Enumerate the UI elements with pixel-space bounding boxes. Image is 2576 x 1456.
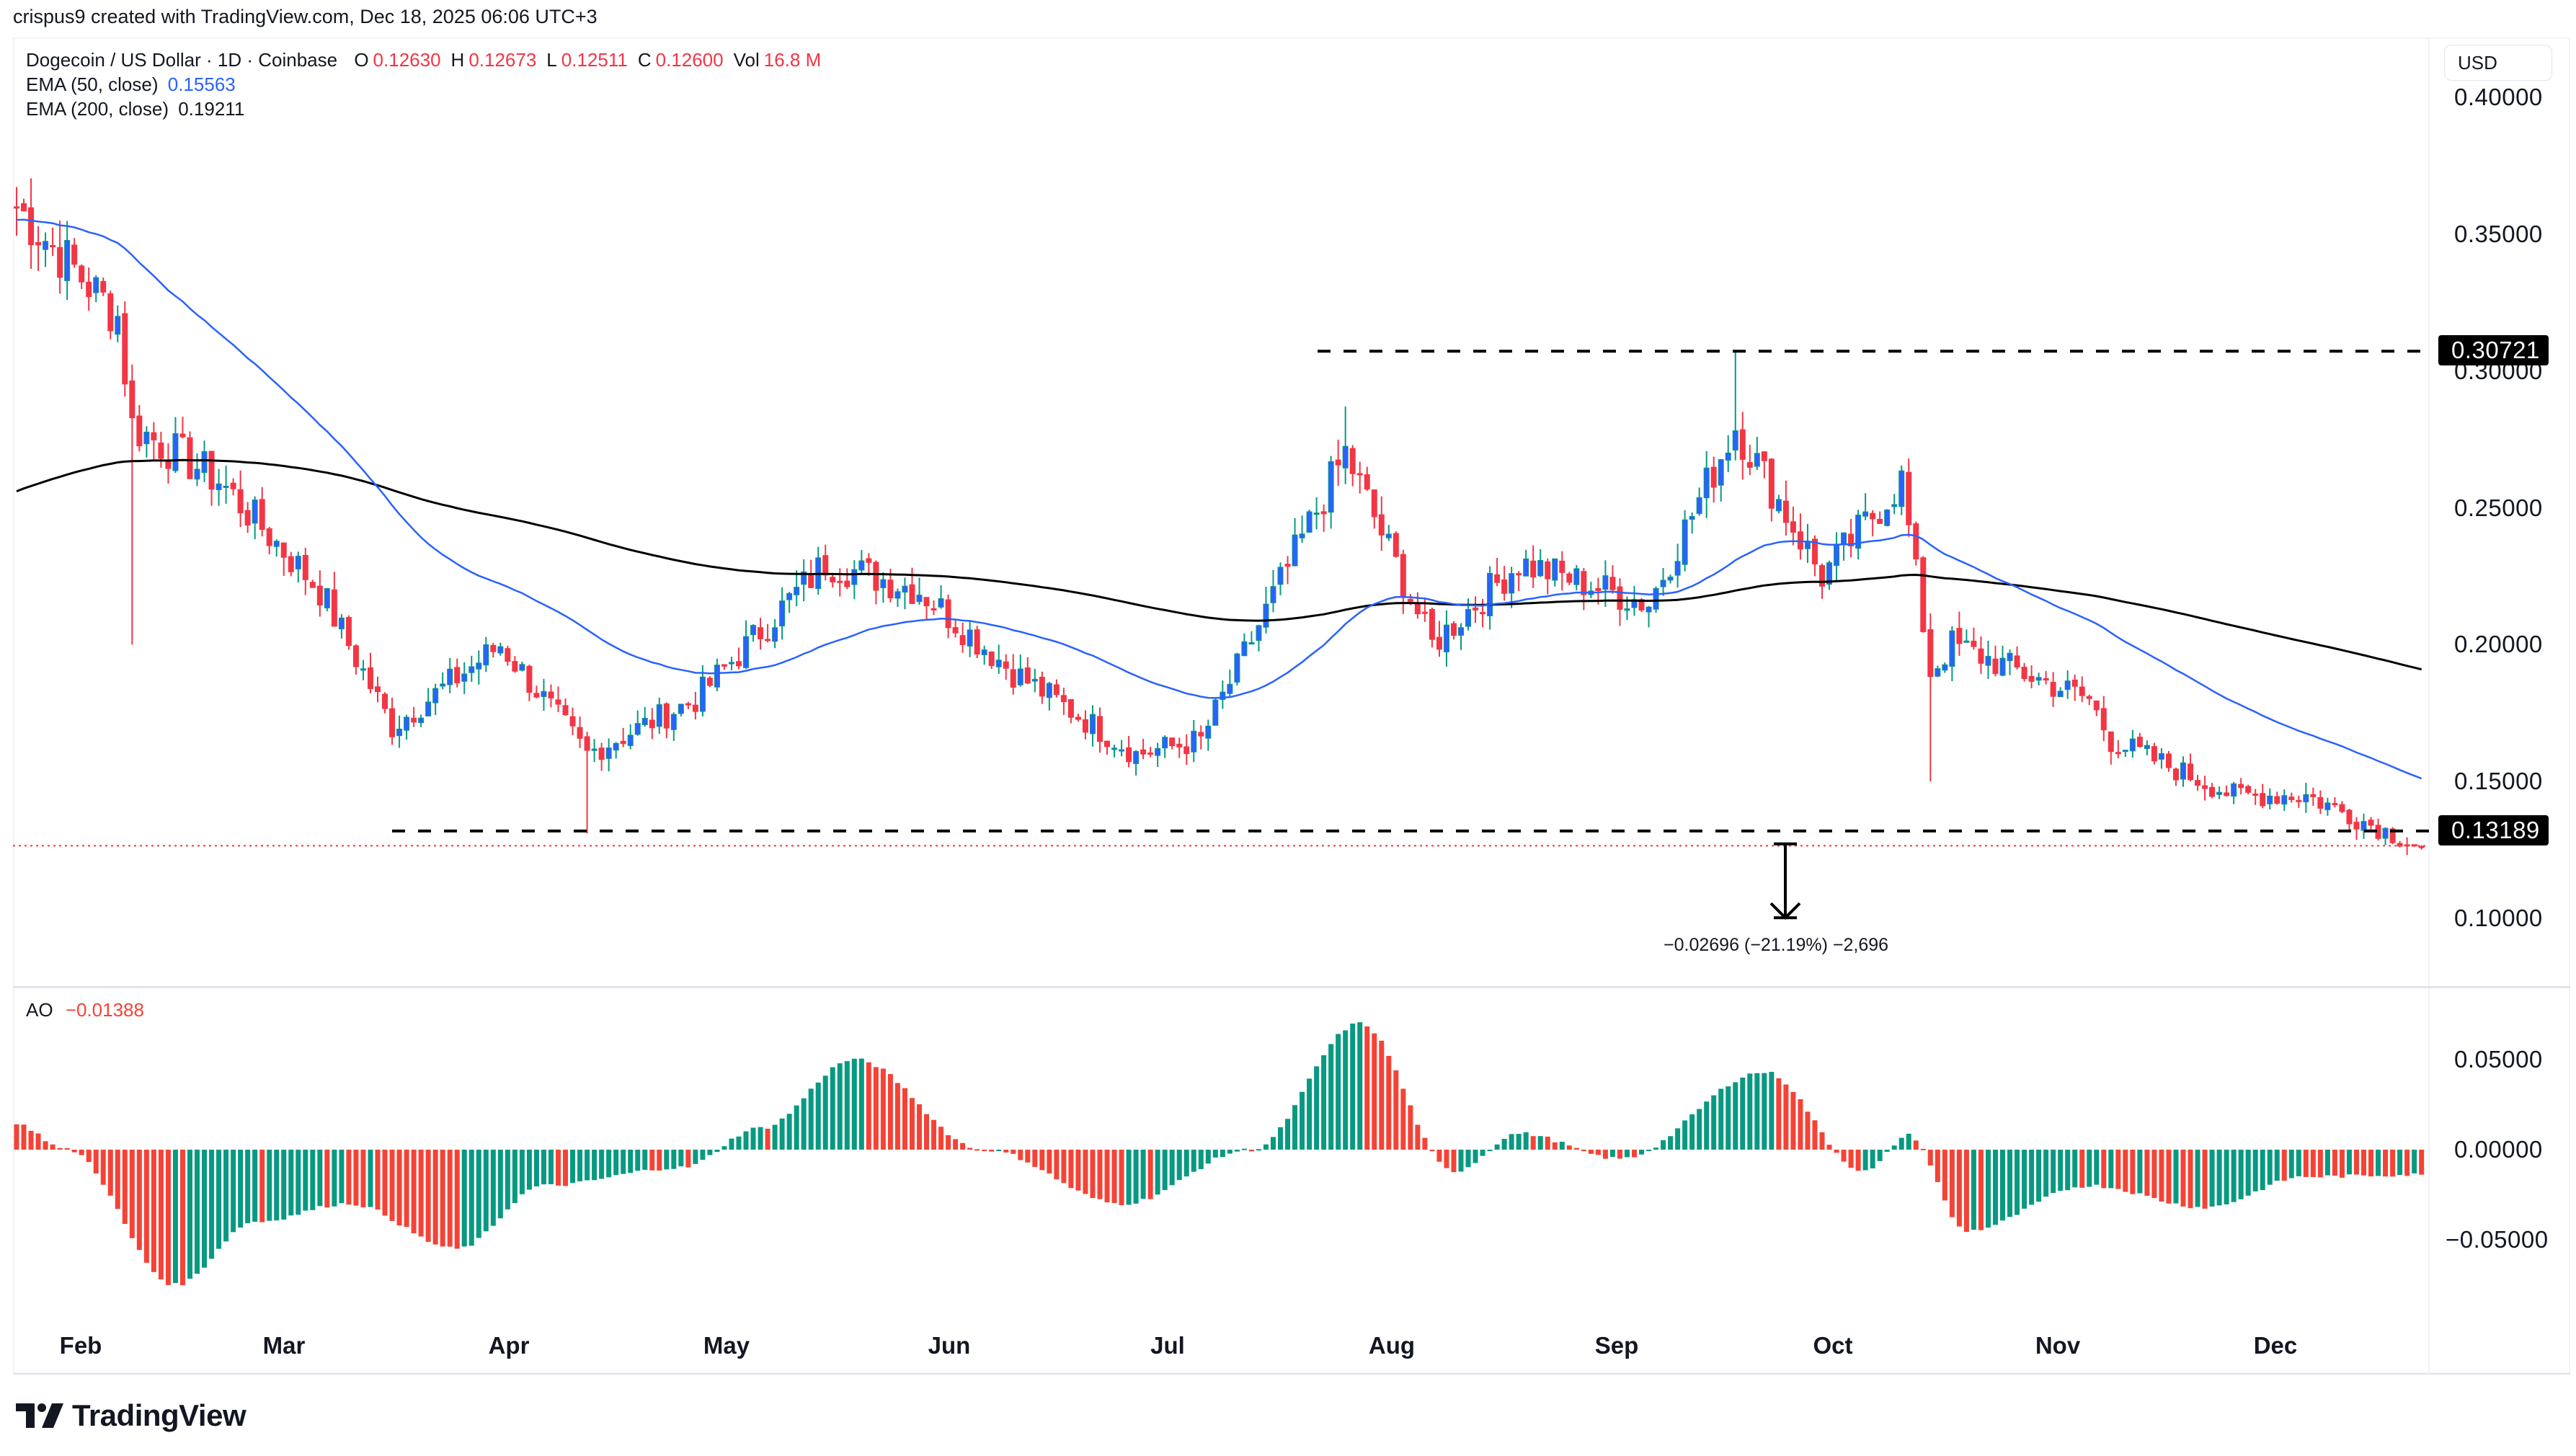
ohlc-values: O 0.12630 H 0.12673 L 0.12511 C 0.12600 Vol 16.8 … bbox=[347, 49, 821, 71]
month-label-may: May bbox=[703, 1332, 750, 1359]
ohlc-value-o: 0.12630 bbox=[373, 49, 441, 71]
measure-label: −0.02696 (−21.19%) −2,696 bbox=[1664, 935, 1889, 956]
resistance-price-label: 0.30721 bbox=[2438, 335, 2549, 366]
price-tick: 0.35000 bbox=[2454, 220, 2543, 247]
ohlc-value-vol: 16.8 M bbox=[763, 49, 822, 71]
month-label-apr: Apr bbox=[488, 1332, 530, 1359]
price-tick: 0.40000 bbox=[2454, 84, 2543, 110]
price-tick: 0.20000 bbox=[2454, 631, 2543, 658]
pane-separator[interactable] bbox=[13, 986, 2570, 988]
month-label-aug: Aug bbox=[1368, 1332, 1416, 1359]
symbol-title: Dogecoin / US Dollar · 1D · Coinbase bbox=[26, 49, 338, 71]
ema200-value: 0.19211 bbox=[178, 98, 245, 120]
ohlc-key-vol: Vol bbox=[733, 49, 760, 71]
tradingview-logo[interactable]: TradingView bbox=[16, 1398, 247, 1433]
ema50-legend-row[interactable]: EMA (50, close) 0.15563 bbox=[26, 72, 825, 97]
ohlc-value-c: 0.12600 bbox=[655, 49, 724, 71]
ohlc-key-l: L bbox=[546, 49, 557, 71]
ao-value: −0.01388 bbox=[65, 999, 144, 1021]
ema200-legend-row[interactable]: EMA (200, close) 0.19211 bbox=[26, 97, 825, 121]
support-price-label: 0.13189 bbox=[2438, 814, 2549, 845]
month-label-sep: Sep bbox=[1594, 1332, 1639, 1359]
month-label-oct: Oct bbox=[1813, 1332, 1853, 1359]
ema50-value: 0.15563 bbox=[167, 74, 236, 95]
price-tick: 0.15000 bbox=[2454, 768, 2543, 795]
ohlc-key-c: C bbox=[637, 49, 652, 71]
ao-histogram[interactable] bbox=[14, 1022, 2425, 1286]
ao-tick: −0.05000 bbox=[2446, 1226, 2549, 1253]
ema50-label: EMA (50, close) bbox=[26, 74, 159, 95]
symbol-legend-row[interactable]: Dogecoin / US Dollar · 1D · Coinbase O 0.… bbox=[26, 48, 825, 72]
month-label-nov: Nov bbox=[2035, 1332, 2081, 1359]
month-label-feb: Feb bbox=[59, 1332, 102, 1359]
ohlc-key-h: H bbox=[450, 49, 465, 71]
ao-tick: 0.00000 bbox=[2454, 1136, 2543, 1163]
month-label-dec: Dec bbox=[2253, 1332, 2298, 1359]
price-tick: 0.10000 bbox=[2454, 905, 2543, 931]
ohlc-key-o: O bbox=[354, 49, 369, 71]
tradingview-logo-icon bbox=[16, 1403, 63, 1428]
ao-tick: 0.05000 bbox=[2454, 1046, 2543, 1073]
ao-legend[interactable]: AO −0.01388 bbox=[26, 999, 144, 1021]
ohlc-value-l: 0.12511 bbox=[561, 49, 628, 71]
month-label-jul: Jul bbox=[1150, 1332, 1185, 1359]
chart-credit: crispus9 created with TradingView.com, D… bbox=[13, 6, 598, 27]
ao-label: AO bbox=[26, 999, 53, 1021]
currency-button[interactable]: USD bbox=[2444, 45, 2552, 81]
ohlc-value-h: 0.12673 bbox=[468, 49, 537, 71]
month-label-jun: Jun bbox=[928, 1332, 971, 1359]
price-legend: Dogecoin / US Dollar · 1D · Coinbase O 0.… bbox=[26, 48, 825, 121]
price-tick: 0.25000 bbox=[2454, 494, 2543, 521]
month-label-mar: Mar bbox=[262, 1332, 306, 1359]
ema200-label: EMA (200, close) bbox=[26, 98, 169, 120]
candlestick-series[interactable] bbox=[14, 178, 2425, 856]
tradingview-logo-text: TradingView bbox=[72, 1398, 247, 1432]
